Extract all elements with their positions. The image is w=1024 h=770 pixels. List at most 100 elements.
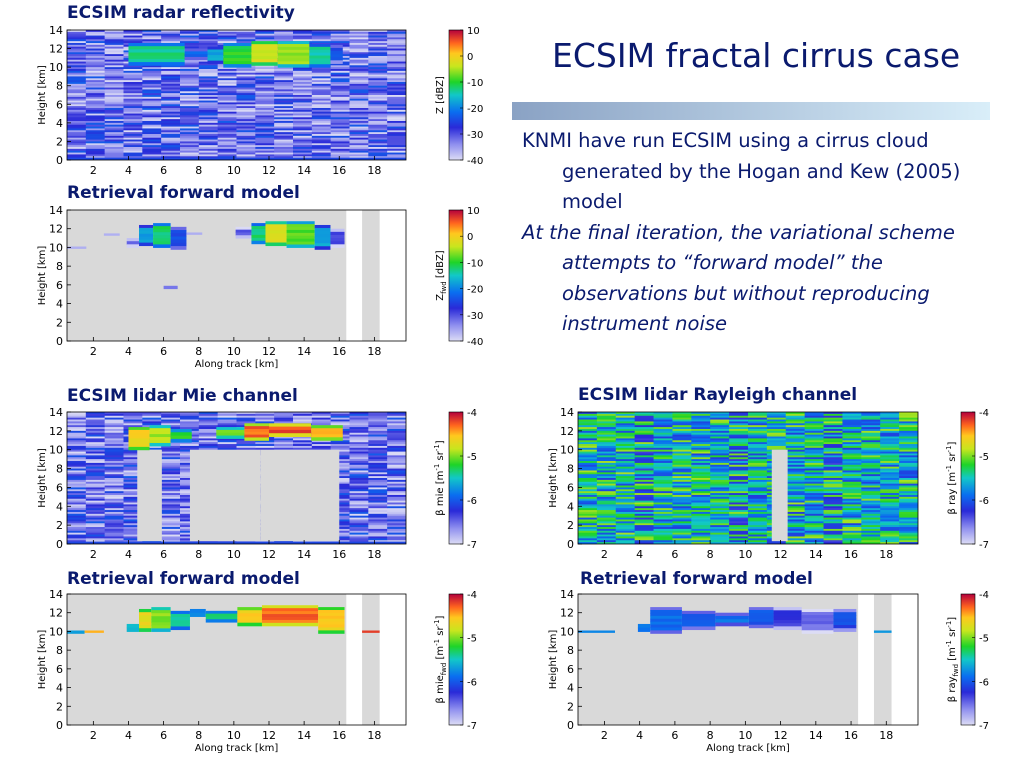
noise-cell: [274, 91, 294, 94]
noise-cell: [180, 126, 200, 129]
noise-cell: [710, 436, 730, 439]
noise-cell: [653, 423, 674, 426]
noise-cell: [823, 517, 844, 520]
noise-cell: [785, 455, 806, 458]
noise-cell: [615, 521, 636, 524]
noise-cell: [880, 466, 900, 469]
noise-cell: [293, 152, 313, 155]
noise-cell: [161, 30, 181, 33]
noise-cell: [615, 432, 636, 436]
noise-cell: [67, 462, 87, 466]
noise-cell: [67, 70, 87, 74]
noise-cell: [217, 76, 238, 79]
missing-column: [346, 210, 363, 341]
noise-cell: [161, 111, 181, 114]
noise-cell: [672, 461, 692, 464]
noise-cell: [387, 43, 406, 46]
noise-cell: [236, 445, 256, 449]
noise-cell: [804, 444, 825, 447]
noise-cell: [349, 121, 369, 124]
cloud-cell: [128, 438, 150, 442]
noise-cell: [842, 453, 862, 456]
noise-cell: [672, 502, 692, 505]
noise-cell: [387, 415, 406, 419]
noise-cell: [899, 428, 918, 432]
noise-cell: [311, 96, 332, 100]
cloud-cell: [637, 623, 651, 629]
noise-cell: [842, 540, 862, 543]
noise-cell: [578, 462, 598, 466]
noise-cell: [349, 72, 369, 75]
noise-cell: [691, 515, 711, 518]
noise-cell: [123, 124, 143, 127]
noise-cell: [180, 72, 200, 75]
noise-cell: [161, 457, 181, 460]
noise-cell: [142, 78, 162, 81]
noise-cell: [634, 459, 655, 462]
cloud-block: [833, 608, 857, 632]
noise-cell: [217, 442, 238, 445]
noise-cell: [672, 415, 692, 419]
colorbar-tick-label: -30: [467, 311, 483, 322]
noise-cell: [180, 132, 200, 135]
cloud-cell: [318, 612, 345, 617]
noise-cell: [387, 33, 406, 36]
noise-cell: [899, 453, 918, 456]
noise-cell: [67, 483, 87, 486]
noise-cell: [123, 104, 143, 107]
noise-cell: [67, 98, 87, 101]
noise-cell: [748, 474, 768, 477]
noise-cell: [596, 489, 617, 492]
noise-cell: [804, 496, 825, 500]
noise-cell: [330, 515, 351, 518]
noise-cell: [578, 536, 598, 539]
noise-cell: [293, 39, 313, 42]
noise-cell: [85, 487, 106, 490]
bullet-item: At the final iteration, the variational …: [522, 220, 955, 336]
cloud-cell: [205, 616, 238, 620]
noise-cell: [293, 447, 313, 451]
noise-cell: [274, 436, 294, 439]
noise-cell: [274, 444, 294, 447]
noise-cell: [899, 493, 918, 496]
noise-cell: [293, 113, 313, 116]
noise-cell: [217, 540, 238, 543]
noise-cell: [596, 417, 617, 420]
noise-cell: [85, 430, 106, 434]
noise-cell: [349, 453, 369, 456]
noise-cell: [368, 74, 388, 77]
noise-cell: [710, 445, 730, 449]
noise-cell: [349, 78, 369, 81]
noise-cell: [85, 483, 106, 486]
noise-cell: [142, 419, 162, 422]
noise-cell: [330, 43, 351, 46]
noise-cell: [672, 436, 692, 439]
noise-cell: [578, 430, 598, 434]
cloud-cell: [235, 226, 252, 231]
noise-cell: [85, 521, 106, 524]
noise-cell: [899, 510, 918, 513]
noise-cell: [274, 148, 294, 152]
noise-cell: [67, 519, 87, 522]
noise-cell: [653, 428, 674, 432]
noise-cell: [368, 449, 388, 452]
cloud-block: [184, 48, 208, 61]
noise-cell: [123, 504, 143, 507]
noise-cell: [85, 481, 106, 485]
noise-cell: [842, 444, 862, 447]
noise-cell: [311, 154, 332, 157]
cloud-block: [128, 43, 185, 66]
noise-cell: [198, 82, 219, 85]
noise-cell: [387, 412, 406, 415]
noise-cell: [672, 485, 692, 488]
noise-cell: [634, 479, 655, 483]
cloud-cell: [139, 224, 154, 229]
noise-cell: [161, 117, 181, 120]
noise-cell: [804, 511, 825, 515]
noise-cell: [123, 455, 143, 458]
noise-cell: [293, 119, 313, 122]
noise-cell: [823, 474, 844, 477]
noise-cell: [142, 412, 162, 415]
noise-cell: [578, 476, 598, 479]
noise-cell: [880, 493, 900, 496]
